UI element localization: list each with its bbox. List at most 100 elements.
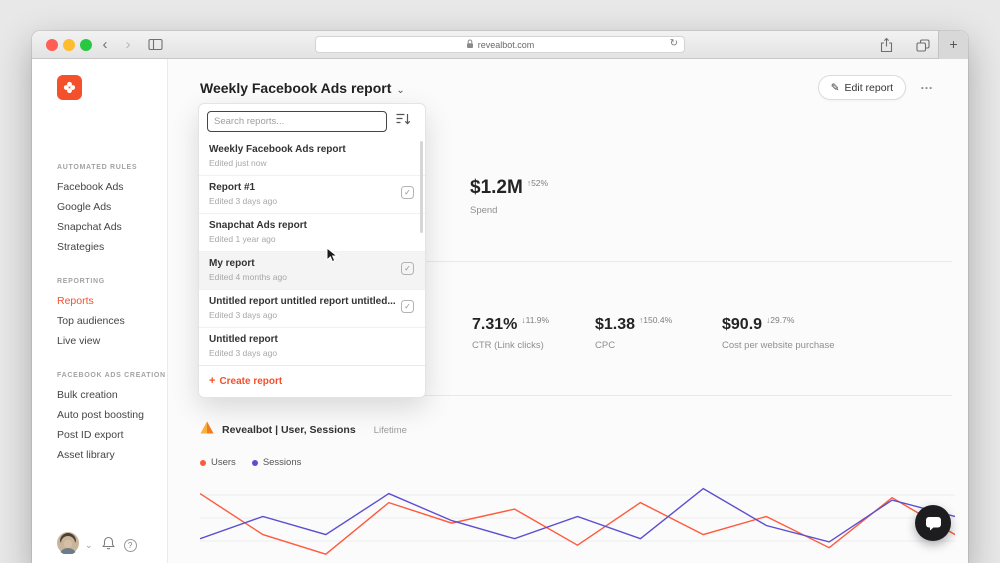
sidebar-item-auto-post-boosting[interactable]: Auto post boosting [57,409,144,421]
report-edited-timestamp: Edited 4 months ago [209,272,287,282]
dropdown-scrollbar[interactable] [420,141,423,233]
sidebar-item-snapchat-ads[interactable]: Snapchat Ads [57,221,122,233]
sidebar-item-live-view[interactable]: Live view [57,335,101,347]
lock-icon [466,39,474,51]
avatar[interactable] [57,532,79,559]
legend-dot [200,459,206,466]
page-title[interactable]: Weekly Facebook Ads report ⌄ [200,80,405,96]
report-name: Untitled report untitled report untitled… [209,296,396,307]
tabs-overview-icon[interactable] [916,39,930,57]
metric-delta: ↓29.7% [766,315,795,325]
sidebar-section-facebook-ads-creation: FACEBOOK ADS CREATION Bulk creation Auto p… [57,372,167,462]
address-bar[interactable]: revealbot.com ↻ [315,36,685,53]
report-edited-timestamp: Edited 1 year ago [209,234,276,244]
report-name: Untitled report [209,334,278,345]
more-options-button[interactable]: … [920,77,934,92]
sidebar-toggle-icon[interactable] [148,38,163,56]
metrics-row: 7.31% ↓11.9% CTR (Link clicks) $1.38 ↑150.4%… [472,315,952,351]
revealbot-logo[interactable] [57,75,82,100]
reports-dropdown-panel: Weekly Facebook Ads report Edited just no… [198,103,426,398]
report-edited-timestamp: Edited 3 days ago [209,348,278,358]
report-list-item-weekly-facebook-ads-report[interactable]: Weekly Facebook Ads report Edited just no… [199,138,425,175]
browser-window: ‹ › revealbot.com ↻ + [32,31,968,563]
dropdown-search-row [199,104,425,138]
report-name: Weekly Facebook Ads report [209,144,346,155]
metric-value: 7.31% [472,316,518,333]
legend-item-sessions[interactable]: Sessions [251,457,301,468]
new-tab-button[interactable]: + [938,31,968,59]
report-edited-timestamp: Edited 3 days ago [209,310,278,320]
minimize-window-button[interactable] [63,39,75,51]
metric-cpc: $1.38 ↑150.4% CPC [595,315,722,351]
legend-item-users[interactable]: Users [200,457,236,468]
metric-label: CPC [595,340,616,351]
report-edited-timestamp: Edited just now [209,158,267,168]
report-list-item-untitled-report[interactable]: Untitled report Edited 3 days ago [199,327,425,365]
back-button[interactable]: ‹ [102,36,108,53]
chart-line-users [200,493,955,555]
sidebar-item-reports[interactable]: Reports [57,295,94,307]
app-sidebar: AUTOMATED RULES Facebook Ads Google Ads Sna… [32,59,168,563]
metric-label: CTR (Link clicks) [472,340,544,351]
sidebar-item-google-ads[interactable]: Google Ads [57,201,112,213]
help-icon[interactable]: ? [123,539,137,552]
notifications-bell-icon[interactable] [101,536,115,555]
section-divider [200,261,952,262]
create-report-button[interactable]: + Create report [199,365,425,397]
sidebar-item-facebook-ads[interactable]: Facebook Ads [57,181,124,193]
close-window-button[interactable] [46,39,58,51]
legend-dot [251,459,258,466]
scheduled-icon: ✓ [401,262,414,275]
chat-widget-button[interactable] [915,505,951,541]
url-text: revealbot.com [477,39,535,50]
zoom-window-button[interactable] [80,39,92,51]
edit-report-button[interactable]: ✎ Edit report [817,75,906,100]
chart-legend: Users Sessions [200,457,301,468]
report-edited-timestamp: Edited 3 days ago [209,196,278,206]
report-name: My report [209,258,255,269]
line-chart [200,487,955,555]
metric-cost-per-website-purchase: $90.9 ↓29.7% Cost per website purchase [722,315,952,351]
report-title-text: Weekly Facebook Ads report [200,80,392,96]
share-icon[interactable] [880,37,893,58]
analytics-widget-title: Revealbot | User, Sessions [222,424,356,436]
analytics-period-label[interactable]: Lifetime [373,424,407,436]
report-list-item-my-report[interactable]: My report Edited 4 months ago ✓ [199,251,425,289]
title-chevron-down-icon: ⌄ [396,85,405,96]
metric-value: $90.9 [722,316,763,333]
metric-spend: $1.2M ↑52% Spend [470,177,548,216]
sidebar-section-title: FACEBOOK ADS CREATION [57,372,166,379]
section-divider [200,395,952,396]
sidebar-item-strategies[interactable]: Strategies [57,241,105,253]
sidebar-item-bulk-creation[interactable]: Bulk creation [57,389,118,401]
forward-button[interactable]: › [125,36,131,53]
metric-label: Cost per website purchase [722,340,835,351]
report-list-item-snapchat-ads-report[interactable]: Snapchat Ads report Edited 1 year ago [199,213,425,251]
sidebar-item-post-id-export[interactable]: Post ID export [57,429,124,441]
scheduled-icon: ✓ [401,300,414,313]
report-name: Report #1 [209,182,256,193]
sort-icon[interactable] [396,112,411,131]
report-name: Snapchat Ads report [209,220,307,231]
sidebar-item-asset-library[interactable]: Asset library [57,449,115,461]
main-content: Weekly Facebook Ads report ⌄ ✎ Edit repor… [168,59,968,563]
browser-toolbar: ‹ › revealbot.com ↻ + [32,31,968,59]
metric-delta: ↑150.4% [639,315,673,325]
sidebar-footer: ⌄ ? [57,532,137,559]
sidebar-item-top-audiences[interactable]: Top audiences [57,315,125,327]
analytics-widget-header: Revealbot | User, Sessions Lifetime [200,421,407,439]
chevron-down-icon[interactable]: ⌄ [85,540,93,550]
plus-icon: + [209,375,216,387]
edit-report-label: Edit report [844,81,893,94]
sidebar-section-reporting: REPORTING Reports Top audiences Live view [57,278,167,348]
scheduled-icon: ✓ [401,186,414,199]
sidebar-section-title: AUTOMATED RULES [57,164,138,171]
metric-delta: ↑52% [526,178,549,188]
report-list-item-report-1[interactable]: Report #1 Edited 3 days ago ✓ [199,175,425,213]
chat-bubble-icon [925,516,941,530]
search-input[interactable] [207,111,387,132]
google-analytics-icon [200,421,214,439]
metric-ctr-link-clicks: 7.31% ↓11.9% CTR (Link clicks) [472,315,595,351]
refresh-icon[interactable]: ↻ [669,38,678,49]
report-list-item-untitled-report-untitled-report-untitled[interactable]: Untitled report untitled report untitled… [199,289,425,327]
